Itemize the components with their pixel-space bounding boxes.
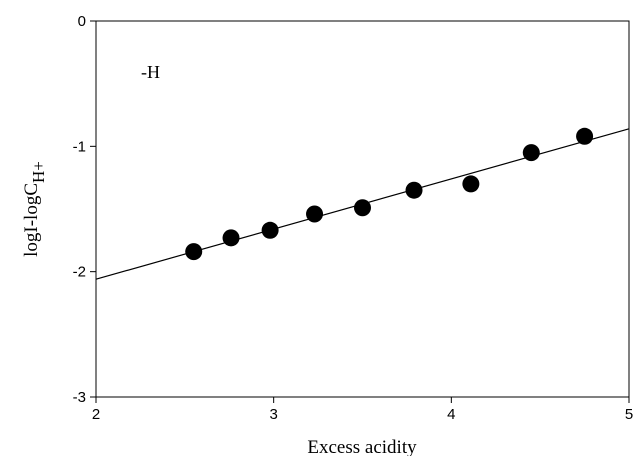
- data-point: [576, 127, 594, 145]
- data-point: [185, 243, 203, 261]
- data-point: [405, 181, 423, 199]
- data-point: [354, 199, 371, 217]
- x-tick-label: 4: [447, 406, 455, 423]
- x-tick-label: 5: [625, 406, 633, 423]
- data-point: [261, 221, 279, 239]
- data-point: [222, 229, 240, 247]
- y-axis-title-subscript: H+: [29, 161, 48, 183]
- data-point: [306, 205, 324, 223]
- y-tick-label: -3: [73, 389, 86, 406]
- x-axis: 2 3 4 5: [92, 397, 633, 423]
- annotation-label: -H: [141, 62, 160, 82]
- x-tick-label: 3: [269, 406, 277, 423]
- y-axis: 0 -1 -2 -3: [73, 13, 96, 406]
- x-tick-label: 2: [92, 406, 100, 423]
- plot-area: [95, 20, 630, 398]
- y-tick-label: -1: [73, 138, 86, 155]
- y-tick-label: -2: [73, 264, 86, 281]
- x-axis-title: Excess acidity: [307, 437, 417, 456]
- y-axis-title: logI-logCH+: [21, 161, 48, 257]
- data-points: [185, 127, 594, 261]
- y-tick-label: 0: [78, 13, 86, 30]
- data-point: [522, 144, 540, 162]
- plot-frame: [95, 20, 630, 398]
- data-point: [462, 175, 480, 193]
- y-axis-title-main: logI-logC: [21, 183, 42, 257]
